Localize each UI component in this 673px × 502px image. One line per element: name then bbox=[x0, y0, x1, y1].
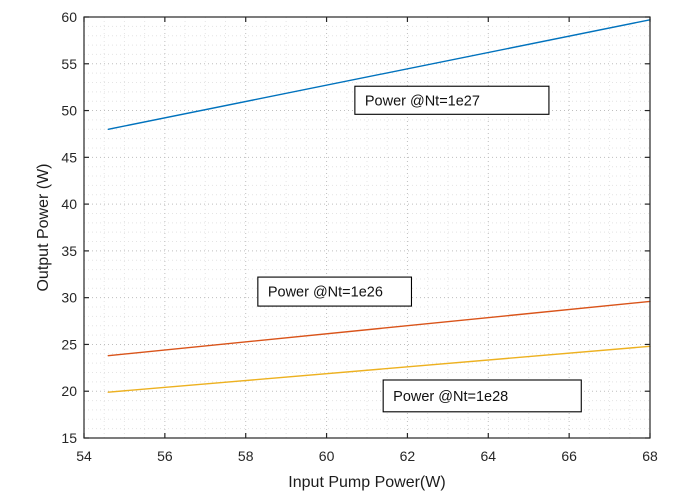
y-tick-label: 50 bbox=[61, 103, 77, 119]
annotation-label: Power @Nt=1e26 bbox=[268, 285, 383, 301]
x-tick-label: 54 bbox=[76, 448, 92, 464]
annotation-box bbox=[257, 276, 413, 307]
minor-gridlines bbox=[84, 17, 650, 438]
y-tick-label: 40 bbox=[61, 196, 77, 212]
x-tick-label: 64 bbox=[480, 448, 496, 464]
x-tick-label: 60 bbox=[319, 448, 335, 464]
y-tick-label: 15 bbox=[61, 430, 77, 446]
x-tick-label: 58 bbox=[238, 448, 254, 464]
annotation-box bbox=[382, 379, 582, 413]
annotation-box bbox=[354, 85, 550, 115]
x-tick-label: 66 bbox=[561, 448, 577, 464]
annotation-label: Power @Nt=1e28 bbox=[393, 389, 508, 405]
y-tick-label: 45 bbox=[61, 149, 77, 165]
y-tick-label: 25 bbox=[61, 336, 77, 352]
x-tick-label: 62 bbox=[400, 448, 416, 464]
series-line-power-nt-1e27 bbox=[107, 19, 651, 130]
y-tick-label: 20 bbox=[61, 383, 77, 399]
x-axis-label: Input Pump Power(W) bbox=[288, 474, 445, 491]
y-tick-label: 30 bbox=[61, 290, 77, 306]
data-series bbox=[107, 19, 651, 393]
tick-marks bbox=[83, 16, 651, 439]
annotation-boxes: Power @Nt=1e27 Power @Nt=1e26 Power @Nt=1e… bbox=[257, 85, 582, 413]
y-tick-labels: 15 20 25 30 35 40 45 50 55 60 bbox=[61, 9, 77, 446]
axes-box bbox=[83, 16, 651, 439]
x-tick-label: 68 bbox=[642, 448, 658, 464]
annotation-label: Power @Nt=1e27 bbox=[365, 93, 480, 109]
x-tick-labels: 54 56 58 60 62 64 66 68 bbox=[76, 448, 658, 464]
series-line-power-nt-1e28 bbox=[107, 345, 651, 393]
major-gridlines bbox=[84, 17, 650, 438]
series-line-power-nt-1e26 bbox=[107, 300, 651, 357]
y-tick-label: 35 bbox=[61, 243, 77, 259]
y-tick-label: 55 bbox=[61, 56, 77, 72]
x-tick-label: 56 bbox=[157, 448, 173, 464]
y-tick-label: 60 bbox=[61, 9, 77, 25]
y-axis-label: Output Power (W) bbox=[35, 163, 52, 291]
